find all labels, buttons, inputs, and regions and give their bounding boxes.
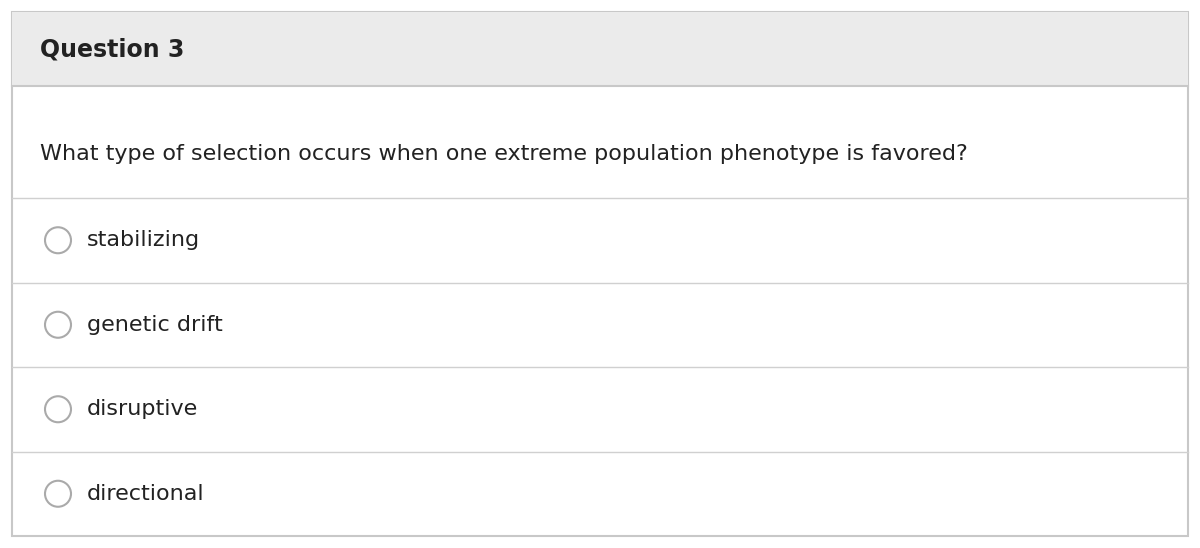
FancyBboxPatch shape — [12, 12, 1188, 86]
Text: directional: directional — [88, 484, 205, 504]
Text: What type of selection occurs when one extreme population phenotype is favored?: What type of selection occurs when one e… — [40, 144, 967, 164]
Text: disruptive: disruptive — [88, 399, 198, 419]
FancyBboxPatch shape — [12, 12, 1188, 536]
Text: genetic drift: genetic drift — [88, 315, 223, 335]
Text: stabilizing: stabilizing — [88, 230, 200, 250]
Text: Question 3: Question 3 — [40, 37, 185, 61]
